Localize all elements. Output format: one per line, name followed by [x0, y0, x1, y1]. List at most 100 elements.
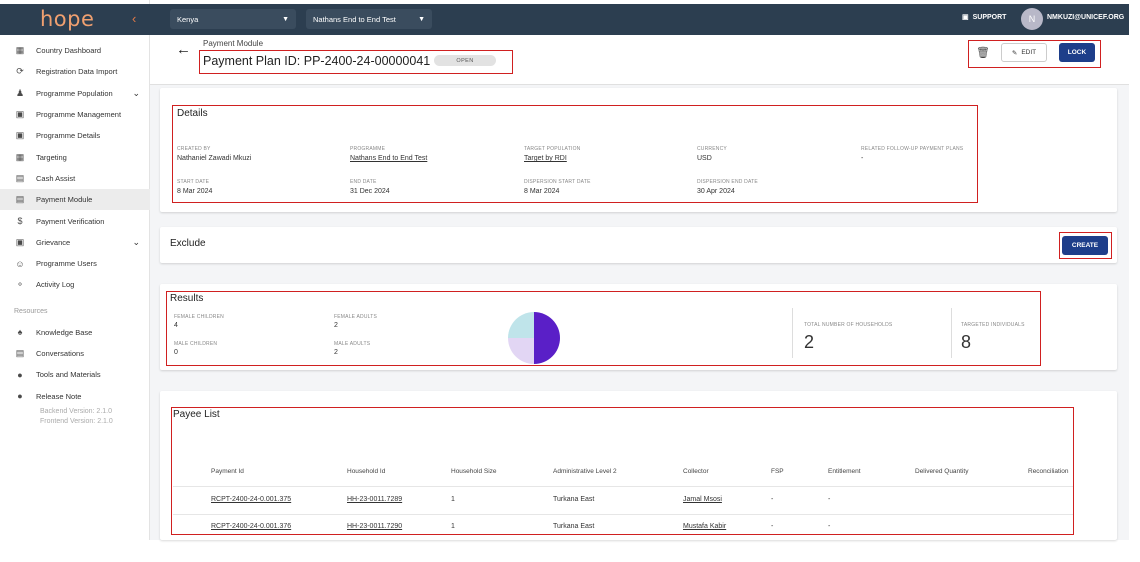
sidebar-item-knowledge-base[interactable]: ♠ Knowledge Base — [0, 322, 150, 343]
currency-label: CURRENCY — [697, 146, 727, 152]
column-header[interactable]: Household Id — [347, 468, 386, 475]
status-badge: OPEN — [434, 55, 496, 66]
exclude-title: Exclude — [170, 238, 206, 249]
details-highlight-box — [172, 105, 978, 203]
sidebar-item-tools-and-materials[interactable]: ● Tools and Materials — [0, 364, 150, 385]
payee-list-title: Payee List — [173, 409, 220, 420]
male-adults-label: MALE ADULTS — [334, 341, 371, 347]
sidebar-item-label: Registration Data Import — [36, 67, 118, 77]
currency-value: USD — [697, 155, 712, 162]
pie-slice-male-adults — [508, 312, 534, 338]
column-header[interactable]: Entitlement — [828, 468, 861, 475]
trash-icon[interactable]: 🗑 — [976, 47, 990, 59]
sidebar-item-registration-data-import[interactable]: ⟳ Registration Data Import — [0, 61, 150, 82]
fingerprint-icon: ⚬ — [16, 279, 24, 290]
back-arrow-icon[interactable]: ← — [176, 41, 191, 58]
dispersion-start-value: 8 Mar 2024 — [524, 188, 560, 195]
details-title: Details — [177, 108, 208, 119]
logo[interactable]: hope — [40, 7, 95, 31]
chevron-down-icon[interactable]: ⌄ — [132, 87, 140, 98]
dashboard-icon: ▦ — [15, 45, 25, 56]
chevron-down-icon[interactable]: ⌄ — [132, 236, 140, 247]
frontend-version: Frontend Version: 2.1.0 — [40, 417, 113, 425]
actions-highlight-box — [968, 40, 1101, 68]
target-population-link[interactable]: Target by RDI — [524, 155, 567, 162]
column-header[interactable]: Administrative Level 2 — [553, 468, 617, 475]
sidebar-item-label: Cash Assist — [36, 173, 76, 183]
created-by-label: CREATED BY — [177, 146, 211, 152]
sidebar-item-label: Payment Module — [36, 195, 93, 205]
household-id-link[interactable]: HH-23-0011.7290 — [347, 523, 403, 530]
dispersion-end-value: 30 Apr 2024 — [697, 188, 735, 195]
sidebar-item-label: Tools and Materials — [36, 370, 101, 380]
programme-label: PROGRAMME — [350, 146, 386, 152]
column-header[interactable]: FSP — [771, 468, 784, 475]
male-children-value: 0 — [174, 349, 178, 356]
title-highlight-box — [199, 50, 513, 74]
sidebar-item-release-note[interactable]: ● Release Note — [0, 385, 150, 406]
payment-id-link[interactable]: RCPT-2400-24-0.001.376 — [211, 523, 292, 530]
programme-link[interactable]: Nathans End to End Test — [350, 155, 428, 162]
caret-down-icon: ▼ — [418, 15, 425, 23]
total-households-value: 2 — [804, 332, 815, 352]
create-button[interactable]: CREATE — [1062, 236, 1108, 255]
avatar[interactable]: N — [1021, 8, 1043, 30]
collapse-sidebar-icon[interactable]: ‹ — [132, 11, 137, 26]
collector-link[interactable]: Jamal Msosi — [683, 496, 722, 503]
edit-button-label: EDIT — [1021, 49, 1037, 56]
household-id-link[interactable]: HH-23-0011.7289 — [347, 496, 403, 503]
page-header: ← Payment Module Payment Plan ID: PP-240… — [150, 35, 1129, 85]
backend-version: Backend Version: 2.1.0 — [40, 407, 112, 415]
sidebar-item-cash-assist[interactable]: ▤ Cash Assist — [0, 168, 150, 189]
end-date-value: 31 Dec 2024 — [350, 188, 390, 195]
column-header[interactable]: Collector — [683, 468, 709, 475]
column-header[interactable]: Payment Id — [211, 468, 244, 475]
breadcrumb[interactable]: Payment Module — [203, 39, 264, 48]
card-icon: ▤ — [15, 194, 25, 205]
sidebar-item-label: Country Dashboard — [36, 46, 102, 56]
sidebar-item-activity-log[interactable]: ⚬ Activity Log — [0, 274, 150, 295]
card-icon: ▤ — [15, 172, 25, 183]
sidebar-item-label: Programme Management — [36, 110, 122, 120]
support-label: SUPPORT — [972, 13, 1007, 21]
top-bar: Kenya ▼ Nathans End to End Test ▼ ▣ SUPP… — [150, 4, 1129, 35]
lock-button[interactable]: LOCK — [1059, 43, 1095, 62]
page-title: Payment Plan ID: PP-2400-24-00000041 — [203, 54, 431, 68]
column-header[interactable]: Household Size — [451, 468, 497, 475]
sidebar-item-targeting[interactable]: ▦ Targeting — [0, 146, 150, 167]
edit-button[interactable]: ✎ EDIT — [1001, 43, 1047, 62]
sidebar-item-conversations[interactable]: ▤ Conversations — [0, 343, 150, 364]
column-header[interactable]: Delivered Quantity — [915, 468, 969, 475]
details-card: Details CREATED BY Nathaniel Zawadi Mkuz… — [160, 88, 1117, 212]
create-highlight-box — [1059, 232, 1112, 259]
column-header[interactable]: Reconciliation — [1028, 468, 1069, 475]
sidebar-item-programme-details[interactable]: ▣ Programme Details — [0, 125, 150, 146]
sidebar-item-programme-population[interactable]: ♟ Programme Population ⌄ — [0, 83, 150, 104]
divider — [951, 308, 952, 358]
sidebar-item-payment-verification[interactable]: $ Payment Verification — [0, 210, 150, 231]
sidebar-item-country-dashboard[interactable]: ▦ Country Dashboard — [0, 40, 150, 61]
chat-icon: ▣ — [962, 14, 969, 21]
fsp: - — [771, 496, 774, 503]
table-icon: ▦ — [15, 151, 25, 162]
target-population-label: TARGET POPULATION — [524, 146, 581, 152]
sidebar-item-programme-management[interactable]: ▣ Programme Management — [0, 104, 150, 125]
programme-select[interactable]: Nathans End to End Test ▼ — [306, 9, 432, 29]
sidebar-item-label: Knowledge Base — [36, 327, 93, 337]
people-icon: ♟ — [15, 87, 25, 98]
sidebar-item-grievance[interactable]: ▣ Grievance ⌄ — [0, 232, 150, 253]
fsp: - — [771, 523, 774, 530]
payment-id-link[interactable]: RCPT-2400-24-0.001.375 — [211, 496, 292, 503]
country-select[interactable]: Kenya ▼ — [170, 9, 296, 29]
support-link[interactable]: ▣ SUPPORT — [962, 13, 1007, 22]
sidebar-item-label: Release Note — [36, 391, 82, 401]
household-size: 1 — [451, 496, 455, 503]
sidebar-item-payment-module[interactable]: ▤ Payment Module — [0, 189, 150, 211]
female-children-label: FEMALE CHILDREN — [174, 314, 224, 320]
pie-slice-female-adults — [508, 338, 534, 364]
user-email[interactable]: NMKUZI@UNICEF.ORG — [1047, 14, 1125, 21]
male-children-label: MALE CHILDREN — [174, 341, 218, 347]
main-content: ← Payment Module Payment Plan ID: PP-240… — [150, 35, 1129, 540]
collector-link[interactable]: Mustafa Kabir — [683, 523, 727, 530]
sidebar-item-programme-users[interactable]: ☺ Programme Users — [0, 253, 150, 274]
